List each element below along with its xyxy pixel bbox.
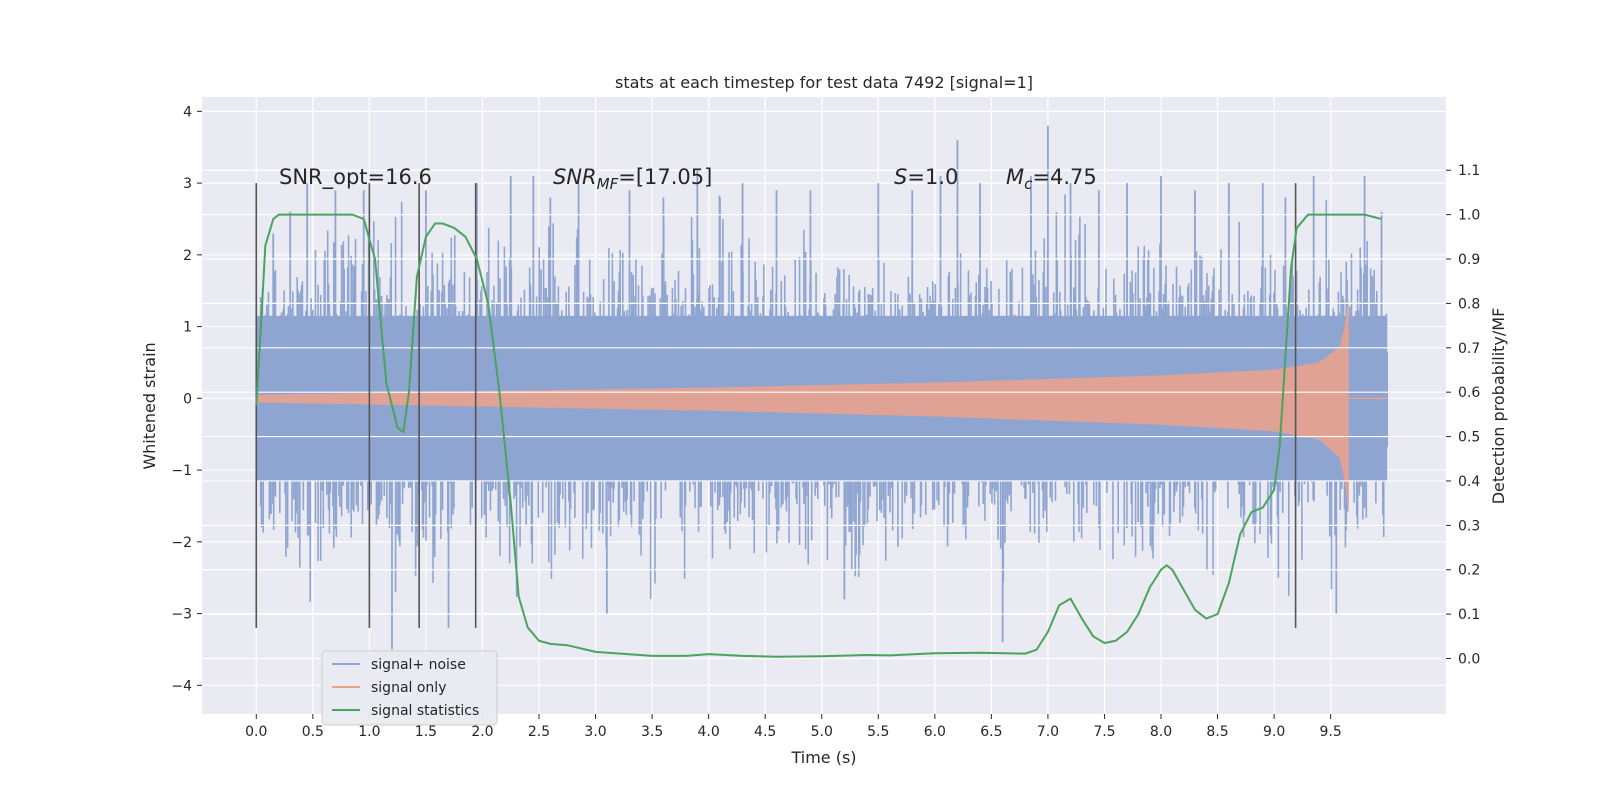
- x-tick-label: 6.0: [924, 724, 946, 740]
- y2-tick-label: 0.6: [1458, 385, 1480, 401]
- signal-envelope: [256, 297, 1349, 514]
- y-axis-label: Whitened strain: [140, 342, 159, 469]
- y2-tick-label: 0.7: [1458, 341, 1480, 357]
- annotation-snr-mf: SNRMF=[17.05]: [553, 165, 712, 193]
- snr-mf-sub: MF: [597, 175, 619, 193]
- annotations: SNR_opt=16.6 SNRMF=[17.05] S=1.0 Mc=4.75: [279, 165, 1097, 193]
- stats-line: [255, 213, 1382, 658]
- x-tick-label: 3.5: [641, 724, 663, 740]
- y2-tick-label: 1.1: [1458, 163, 1480, 179]
- y2-axis-label: Detection probability/MF: [1489, 308, 1508, 505]
- y2-tick-label: 0.9: [1458, 252, 1480, 268]
- mc-sub: c: [1024, 175, 1033, 193]
- legend-label-stats: signal statistics: [371, 703, 479, 719]
- legend-label-signal: signal only: [371, 680, 446, 696]
- x-axis-ticks: 0.0 0.5 1.0 1.5 2.0 2.5 3.0 3.5 4.0 4.5 5.0 5.5 6.0 6…: [245, 714, 1342, 740]
- y-tick-label: −4: [171, 678, 192, 694]
- y2-tick-label: 0.2: [1458, 563, 1480, 579]
- x-tick-label: 8.5: [1206, 724, 1228, 740]
- mc-value: =4.75: [1032, 165, 1096, 189]
- y-tick-label: −3: [171, 607, 192, 623]
- x-tick-label: 4.0: [698, 724, 720, 740]
- y-tick-label: 3: [183, 176, 192, 192]
- y-tick-label: 4: [183, 104, 192, 120]
- y-tick-label: 1: [183, 320, 192, 336]
- x-tick-label: 7.5: [1093, 724, 1115, 740]
- vertical-lines: [255, 183, 1297, 628]
- y2-tick-label: 0.0: [1458, 652, 1480, 668]
- right-grid: [202, 169, 1446, 660]
- x-axis-label: Time (s): [790, 748, 856, 767]
- x-tick-label: 2.5: [528, 724, 550, 740]
- x-tick-label: 0.0: [245, 724, 267, 740]
- y2-tick-label: 0.8: [1458, 296, 1480, 312]
- mc-prefix: M: [1006, 165, 1024, 189]
- legend-box: [321, 650, 498, 726]
- y-tick-label: 0: [183, 391, 192, 407]
- annotation-s: S=1.0: [894, 165, 958, 189]
- x-tick-label: 1.5: [415, 724, 437, 740]
- s-value: =1.0: [907, 165, 958, 189]
- y2-tick-label: 0.5: [1458, 430, 1480, 446]
- series-signal-only: [256, 297, 1388, 514]
- annotation-mc: Mc=4.75: [1006, 165, 1097, 193]
- x-tick-label: 2.0: [471, 724, 493, 740]
- y2-axis-ticks: 1.1 1.0 0.9 0.8 0.7 0.6 0.5 0.4 0.3 0.2 0.1 0.0: [1446, 163, 1480, 668]
- snr-mf-prefix: SNR: [553, 165, 597, 189]
- y-axis-ticks: 4 3 2 1 0 −1 −2 −3 −4: [171, 104, 202, 694]
- legend: signal+ noise signal only signal statist…: [321, 650, 498, 726]
- y-tick-label: 2: [183, 248, 192, 264]
- x-tick-label: 4.5: [754, 724, 776, 740]
- y-tick-label: −1: [171, 463, 192, 479]
- x-tick-label: 9.5: [1320, 724, 1342, 740]
- chart-title: stats at each timestep for test data 749…: [615, 73, 1033, 92]
- x-tick-label: 1.0: [358, 724, 380, 740]
- snr-mf-value: =[17.05]: [618, 165, 712, 189]
- y2-tick-label: 1.0: [1458, 208, 1480, 224]
- s-prefix: S: [894, 165, 907, 189]
- y2-tick-label: 0.4: [1458, 474, 1480, 490]
- y-tick-label: −2: [171, 535, 192, 551]
- x-tick-label: 3.0: [584, 724, 606, 740]
- x-tick-label: 8.0: [1150, 724, 1172, 740]
- x-tick-label: 9.0: [1263, 724, 1285, 740]
- x-tick-label: 7.0: [1037, 724, 1059, 740]
- annotation-snr-opt: SNR_opt=16.6: [279, 165, 432, 190]
- y2-tick-label: 0.1: [1458, 607, 1480, 623]
- x-tick-label: 5.5: [867, 724, 889, 740]
- x-tick-label: 5.0: [811, 724, 833, 740]
- y2-tick-label: 0.3: [1458, 518, 1480, 534]
- x-tick-label: 6.5: [980, 724, 1002, 740]
- series-signal-statistics: [255, 213, 1382, 658]
- legend-label-noise: signal+ noise: [371, 657, 466, 673]
- x-tick-label: 0.5: [302, 724, 324, 740]
